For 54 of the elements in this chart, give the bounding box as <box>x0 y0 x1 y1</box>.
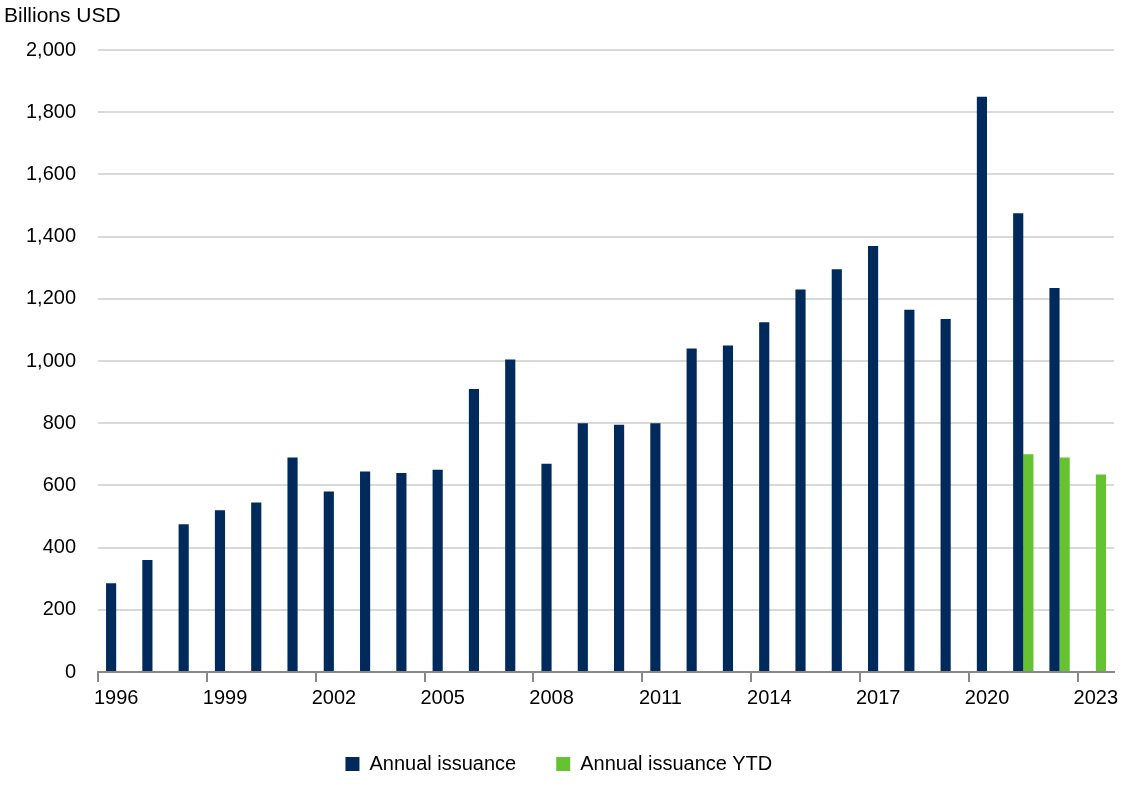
y-tick-label: 1,600 <box>25 161 77 184</box>
y-tick-label: 1,400 <box>25 224 77 247</box>
x-tick-label: 2023 <box>1073 685 1119 708</box>
bar <box>1059 457 1070 671</box>
x-tick-label: 2020 <box>964 685 1010 708</box>
x-tick-label: 2005 <box>420 685 465 708</box>
bar <box>795 289 806 671</box>
bar <box>432 469 443 671</box>
bar <box>106 583 117 671</box>
bar <box>940 319 951 671</box>
y-tick-label: 1,800 <box>25 99 77 122</box>
bar <box>686 348 697 671</box>
y-tick-label: 200 <box>42 597 77 620</box>
bar <box>614 424 625 671</box>
y-tick-label: 1,000 <box>25 348 77 371</box>
bar <box>831 269 842 671</box>
bar <box>214 510 226 671</box>
bar <box>868 245 879 671</box>
y-tick-label: 800 <box>42 410 77 433</box>
bar <box>759 322 770 671</box>
legend-label: Annual issuance <box>369 751 517 774</box>
bar <box>904 309 915 671</box>
bar <box>1013 213 1024 671</box>
y-axis-title: Billions USD <box>4 3 121 27</box>
x-tick-label: 2002 <box>311 685 357 708</box>
bar <box>142 560 153 671</box>
bar <box>396 472 407 671</box>
y-tick-label: 600 <box>42 472 77 495</box>
bar <box>505 359 516 671</box>
bar <box>360 471 371 671</box>
bar <box>1049 287 1060 671</box>
y-tick-label: 0 <box>64 659 77 682</box>
bar <box>1023 454 1034 671</box>
x-tick-label: 2011 <box>638 685 682 708</box>
y-tick-label: 2,000 <box>25 37 77 60</box>
bar <box>178 524 189 671</box>
bar <box>577 423 588 671</box>
x-tick-label: 2014 <box>747 685 792 708</box>
y-tick-label: 1,200 <box>25 286 77 309</box>
y-tick-label: 400 <box>42 535 77 558</box>
bar <box>650 423 661 671</box>
x-tick-label: 2017 <box>855 685 901 708</box>
bar <box>323 491 334 671</box>
bar <box>468 388 480 671</box>
bar <box>541 463 552 671</box>
bar <box>976 96 988 671</box>
bar <box>251 502 262 671</box>
bar <box>1095 474 1107 671</box>
x-tick-label: 1999 <box>202 685 248 708</box>
x-tick-label: 2008 <box>529 685 574 708</box>
x-tick-label: 1996 <box>93 685 139 708</box>
bar <box>722 345 734 671</box>
bar <box>287 457 298 671</box>
legend-label: Annual issuance YTD <box>580 751 773 774</box>
